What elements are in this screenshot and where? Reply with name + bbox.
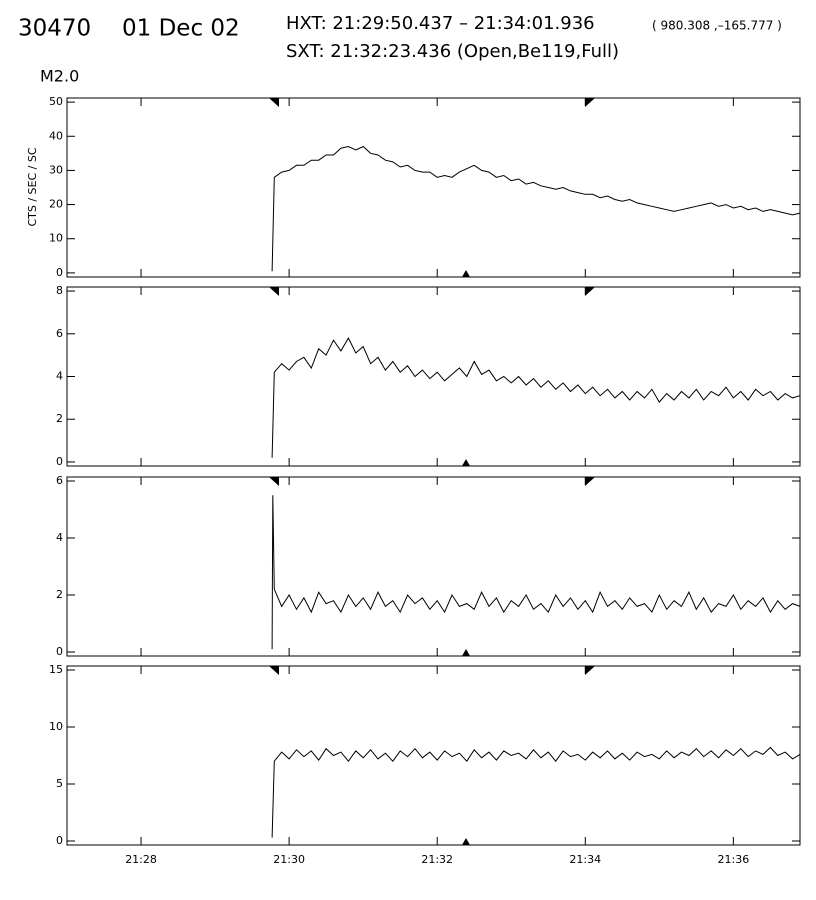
coordinates: ( 980.308 ,–165.777 ) (652, 19, 782, 33)
time-marker (269, 666, 279, 675)
time-marker (269, 287, 279, 296)
y-tick-label: 20 (49, 198, 63, 211)
x-tick-label: 21:32 (421, 853, 453, 866)
time-marker (462, 649, 470, 656)
y-tick-label: 4 (56, 370, 63, 383)
time-marker (269, 98, 279, 107)
y-tick-label: 15 (49, 663, 63, 676)
y-tick-label: 2 (56, 412, 63, 425)
y-tick-label: 0 (56, 455, 63, 468)
y-tick-label: 40 (49, 129, 63, 142)
sxt-info: SXT: 21:32:23.436 (Open,Be119,Full) (286, 41, 619, 62)
y-tick-label: 4 (56, 531, 63, 544)
data-line (271, 145, 801, 272)
event-id: 30470 (18, 16, 91, 42)
y-tick-label: 6 (56, 327, 63, 340)
x-tick-label: 21:34 (569, 853, 601, 866)
time-marker (585, 666, 595, 675)
y-tick-label: 5 (56, 777, 63, 790)
time-marker (585, 98, 595, 107)
time-marker (269, 477, 279, 486)
plot-frame (66, 97, 801, 278)
y-tick-label: 0 (56, 266, 63, 279)
x-tick-label: 21:28 (125, 853, 157, 866)
event-date: 01 Dec 02 (122, 16, 240, 42)
plot-frame (66, 665, 801, 846)
y-tick-label: 0 (56, 645, 63, 658)
hxt-range: HXT: 21:29:50.437 – 21:34:01.936 (286, 13, 595, 34)
time-marker (462, 270, 470, 277)
time-marker (462, 838, 470, 845)
flare-class: M2.0 (40, 67, 79, 86)
y-tick-label: 0 (56, 834, 63, 847)
data-line (271, 337, 801, 458)
y-tick-label: 10 (49, 232, 63, 245)
y-axis-label: CTS / SEC / SC (26, 147, 39, 226)
y-tick-label: 50 (49, 95, 63, 108)
y-tick-label: 10 (49, 720, 63, 733)
time-marker (462, 459, 470, 466)
data-line (271, 495, 801, 650)
x-tick-label: 21:30 (273, 853, 305, 866)
y-tick-label: 2 (56, 588, 63, 601)
time-marker (585, 477, 595, 486)
time-marker (585, 287, 595, 296)
y-tick-label: 6 (56, 474, 63, 487)
y-tick-label: 30 (49, 163, 63, 176)
data-line (271, 746, 801, 838)
x-tick-label: 21:36 (718, 853, 750, 866)
y-tick-label: 8 (56, 284, 63, 297)
plot-frame (66, 476, 801, 657)
